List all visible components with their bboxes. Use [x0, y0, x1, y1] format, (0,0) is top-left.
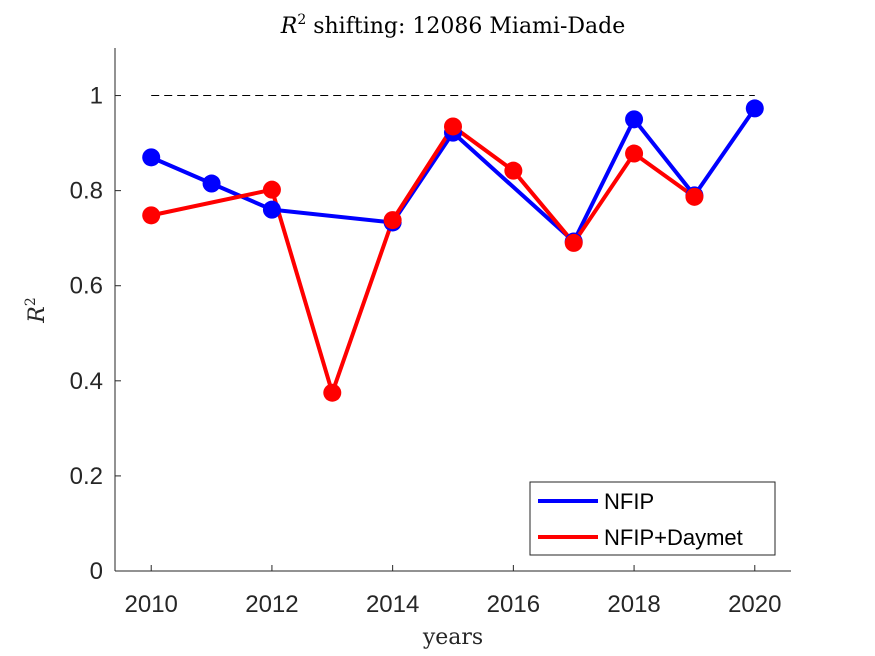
data-point-nfip-daymet [142, 206, 161, 225]
x-ticks: 2010 2012 2014 2016 2018 2020 [125, 565, 781, 618]
data-point-nfip [202, 174, 221, 193]
x-tick-label: 2014 [366, 591, 419, 618]
series-points [142, 99, 764, 402]
data-point-nfip [262, 200, 281, 219]
y-tick-label: 0.4 [70, 368, 103, 395]
y-tick-label: 0 [90, 558, 103, 585]
x-tick-label: 2012 [245, 591, 298, 618]
data-point-nfip-daymet [564, 233, 583, 252]
y-axis-title: R2 [23, 297, 50, 324]
y-tick-label: 0.8 [70, 178, 103, 205]
legend-label-nfip: NFIP [604, 489, 654, 514]
x-tick-label: 2016 [487, 591, 540, 618]
x-tick-label: 2020 [728, 591, 781, 618]
legend-box [529, 481, 776, 556]
data-point-nfip-daymet [504, 161, 523, 180]
data-point-nfip [625, 110, 644, 129]
chart-title: R2 shifting: 12086 Miami-Dade [280, 12, 626, 39]
data-point-nfip-daymet [444, 117, 462, 136]
data-point-nfip [745, 99, 764, 118]
series-lines [150, 107, 757, 395]
legend-label-nfip-daymet: NFIP+Daymet [604, 525, 743, 550]
data-point-nfip-daymet [262, 180, 281, 199]
data-point-nfip-daymet [685, 187, 704, 206]
y-ticks: 0 0.2 0.4 0.6 0.8 1 [70, 83, 121, 585]
data-point-nfip [142, 148, 161, 167]
y-tick-label: 0.2 [70, 463, 103, 490]
y-tick-label: 0.6 [70, 273, 103, 300]
legend: NFIP NFIP+Daymet [529, 481, 776, 556]
x-tick-label: 2018 [607, 591, 660, 618]
x-axis-title: years [422, 625, 483, 650]
x-tick-label: 2010 [125, 591, 178, 618]
data-point-nfip-daymet [323, 383, 342, 402]
data-point-nfip-daymet [625, 144, 644, 163]
y-tick-label: 1 [90, 83, 103, 110]
data-point-nfip-daymet [383, 211, 402, 230]
